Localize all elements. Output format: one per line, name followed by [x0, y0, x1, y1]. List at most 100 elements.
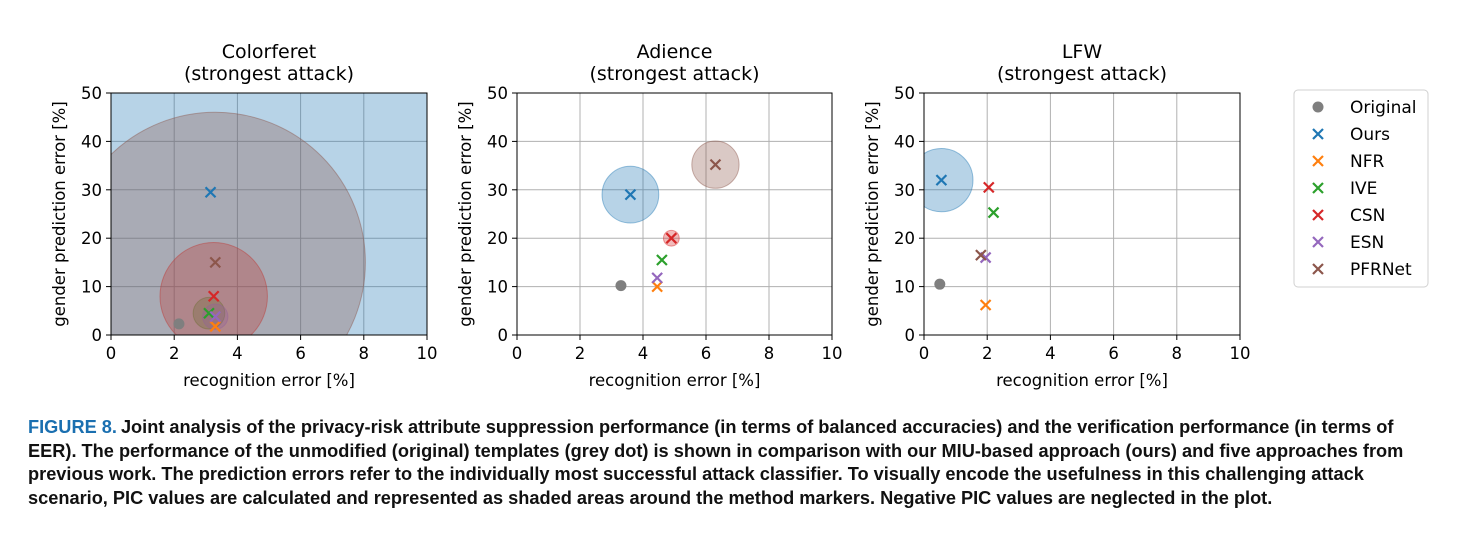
x-tick-label: 10 [417, 344, 438, 363]
x-axis-label: recognition error [%] [589, 371, 761, 390]
x-tick-label: 10 [822, 344, 843, 363]
chart-title: LFW (strongest attack) [997, 41, 1167, 85]
marker-ive [987, 206, 1000, 219]
x-tick-label: 4 [232, 344, 243, 363]
pic-areas [601, 140, 740, 247]
x-tick-label: 0 [919, 344, 930, 363]
legend-marker-csn [1312, 209, 1324, 221]
y-tick-label: 20 [81, 229, 102, 248]
legend-label-nfr: NFR [1350, 152, 1384, 172]
pic-areas [111, 93, 427, 335]
figure-caption-label: FIGURE 8. [28, 417, 117, 437]
marker-original [173, 318, 185, 330]
x-tick-label: 8 [1172, 344, 1183, 363]
legend-box [1293, 89, 1429, 288]
x-tick-label: 6 [1108, 344, 1119, 363]
y-tick-label: 40 [81, 132, 102, 151]
x-tick-label: 0 [512, 344, 523, 363]
legend-marker-esn [1312, 236, 1324, 248]
marker-csn [983, 181, 995, 194]
marker-nfr [209, 320, 222, 333]
plot-frame [516, 92, 833, 336]
legend-label-pfrnet: PFRNet [1350, 260, 1412, 280]
pic-area-csn [159, 242, 268, 335]
pic-area-ours [924, 148, 974, 213]
marker-nfr [651, 280, 663, 293]
x-tick-label: 8 [764, 344, 775, 363]
chart-title-line: (strongest attack) [184, 63, 354, 85]
y-axis-label: gender prediction error [%] [50, 101, 69, 327]
marker-esn [209, 310, 222, 323]
marker-ive [203, 307, 215, 319]
marker-original [934, 278, 946, 290]
y-tick-label: 50 [81, 84, 102, 103]
y-axis-label: gender prediction error [%] [863, 101, 882, 327]
y-tick-label: 50 [487, 84, 508, 103]
figure-caption-text: Joint analysis of the privacy-risk attri… [28, 417, 1404, 508]
marker-csn [207, 290, 220, 303]
pic-areas [924, 148, 974, 213]
y-tick-label: 30 [894, 181, 915, 200]
y-tick-label: 30 [81, 181, 102, 200]
y-tick-label: 20 [487, 229, 508, 248]
y-tick-label: 0 [92, 326, 103, 345]
x-tick-label: 2 [575, 344, 586, 363]
x-tick-label: 10 [1230, 344, 1251, 363]
x-tick-label: 2 [169, 344, 180, 363]
pic-area-ours [111, 93, 427, 335]
chart-title-line: LFW [1062, 41, 1103, 63]
y-tick-label: 50 [894, 84, 915, 103]
legend-label-esn: ESN [1350, 233, 1384, 253]
marker-ours [935, 174, 948, 186]
x-axis-label: recognition error [%] [183, 371, 355, 390]
marker-ours [624, 188, 637, 201]
plot-frame [110, 92, 428, 336]
legend-marker-ive [1312, 182, 1324, 194]
x-tick-label: 8 [359, 344, 370, 363]
y-tick-label: 20 [894, 229, 915, 248]
chart-panel-1: Colorferet (strongest attack) 0 2 4 6 8 10 0 10 20… [50, 41, 438, 390]
chart-title: Adience (strongest attack) [589, 41, 759, 85]
y-tick-label: 40 [894, 132, 915, 151]
chart-title-line: (strongest attack) [997, 63, 1167, 85]
marker-original [615, 280, 627, 292]
marker-nfr [979, 299, 992, 311]
chart-panel-2: Adience (strongest attack) 0 2 4 6 8 10 0 10 20 30 4… [456, 41, 843, 390]
x-tick-label: 4 [638, 344, 649, 363]
figure-caption: FIGURE 8. Joint analysis of the privacy-r… [28, 416, 1438, 510]
x-tick-label: 0 [106, 344, 117, 363]
marker-pfrnet [709, 158, 722, 171]
legend-label-original: Original [1350, 98, 1417, 118]
legend: Original Ours NFR IVE CSN ESN PFRNet [1293, 89, 1429, 288]
legend-label-csn: CSN [1350, 206, 1385, 226]
chart-title-line: Adience [637, 41, 713, 63]
x-tick-label: 4 [1045, 344, 1056, 363]
marker-esn [651, 272, 663, 284]
x-tick-label: 2 [982, 344, 993, 363]
y-tick-label: 30 [487, 181, 508, 200]
marker-pfrnet [975, 249, 987, 261]
legend-label-ive: IVE [1350, 179, 1377, 199]
chart-title-line: Colorferet [222, 41, 317, 63]
x-axis-label: recognition error [%] [996, 371, 1168, 390]
x-tick-label: 6 [295, 344, 306, 363]
legend-marker-ours [1312, 128, 1324, 140]
marker-pfrnet [209, 256, 222, 269]
pic-area-pfrnet [111, 111, 366, 335]
y-tick-label: 10 [894, 278, 915, 297]
legend-marker-pfrnet [1312, 263, 1324, 275]
y-axis-label: gender prediction error [%] [456, 101, 475, 327]
y-tick-label: 10 [487, 278, 508, 297]
y-tick-label: 0 [905, 326, 916, 345]
legend-marker-nfr [1312, 155, 1324, 167]
marker-ours [204, 186, 217, 198]
chart-panel-3: LFW (strongest attack) 0 2 4 6 8 10 0 10 20 30 40 50 r… [863, 41, 1251, 390]
marker-ive [656, 254, 668, 266]
chart-title: Colorferet (strongest attack) [184, 41, 354, 85]
y-tick-label: 10 [81, 278, 102, 297]
y-tick-label: 40 [487, 132, 508, 151]
legend-label-ours: Ours [1350, 125, 1390, 145]
y-tick-label: 0 [498, 326, 509, 345]
x-tick-label: 6 [701, 344, 712, 363]
marker-csn [665, 232, 678, 244]
